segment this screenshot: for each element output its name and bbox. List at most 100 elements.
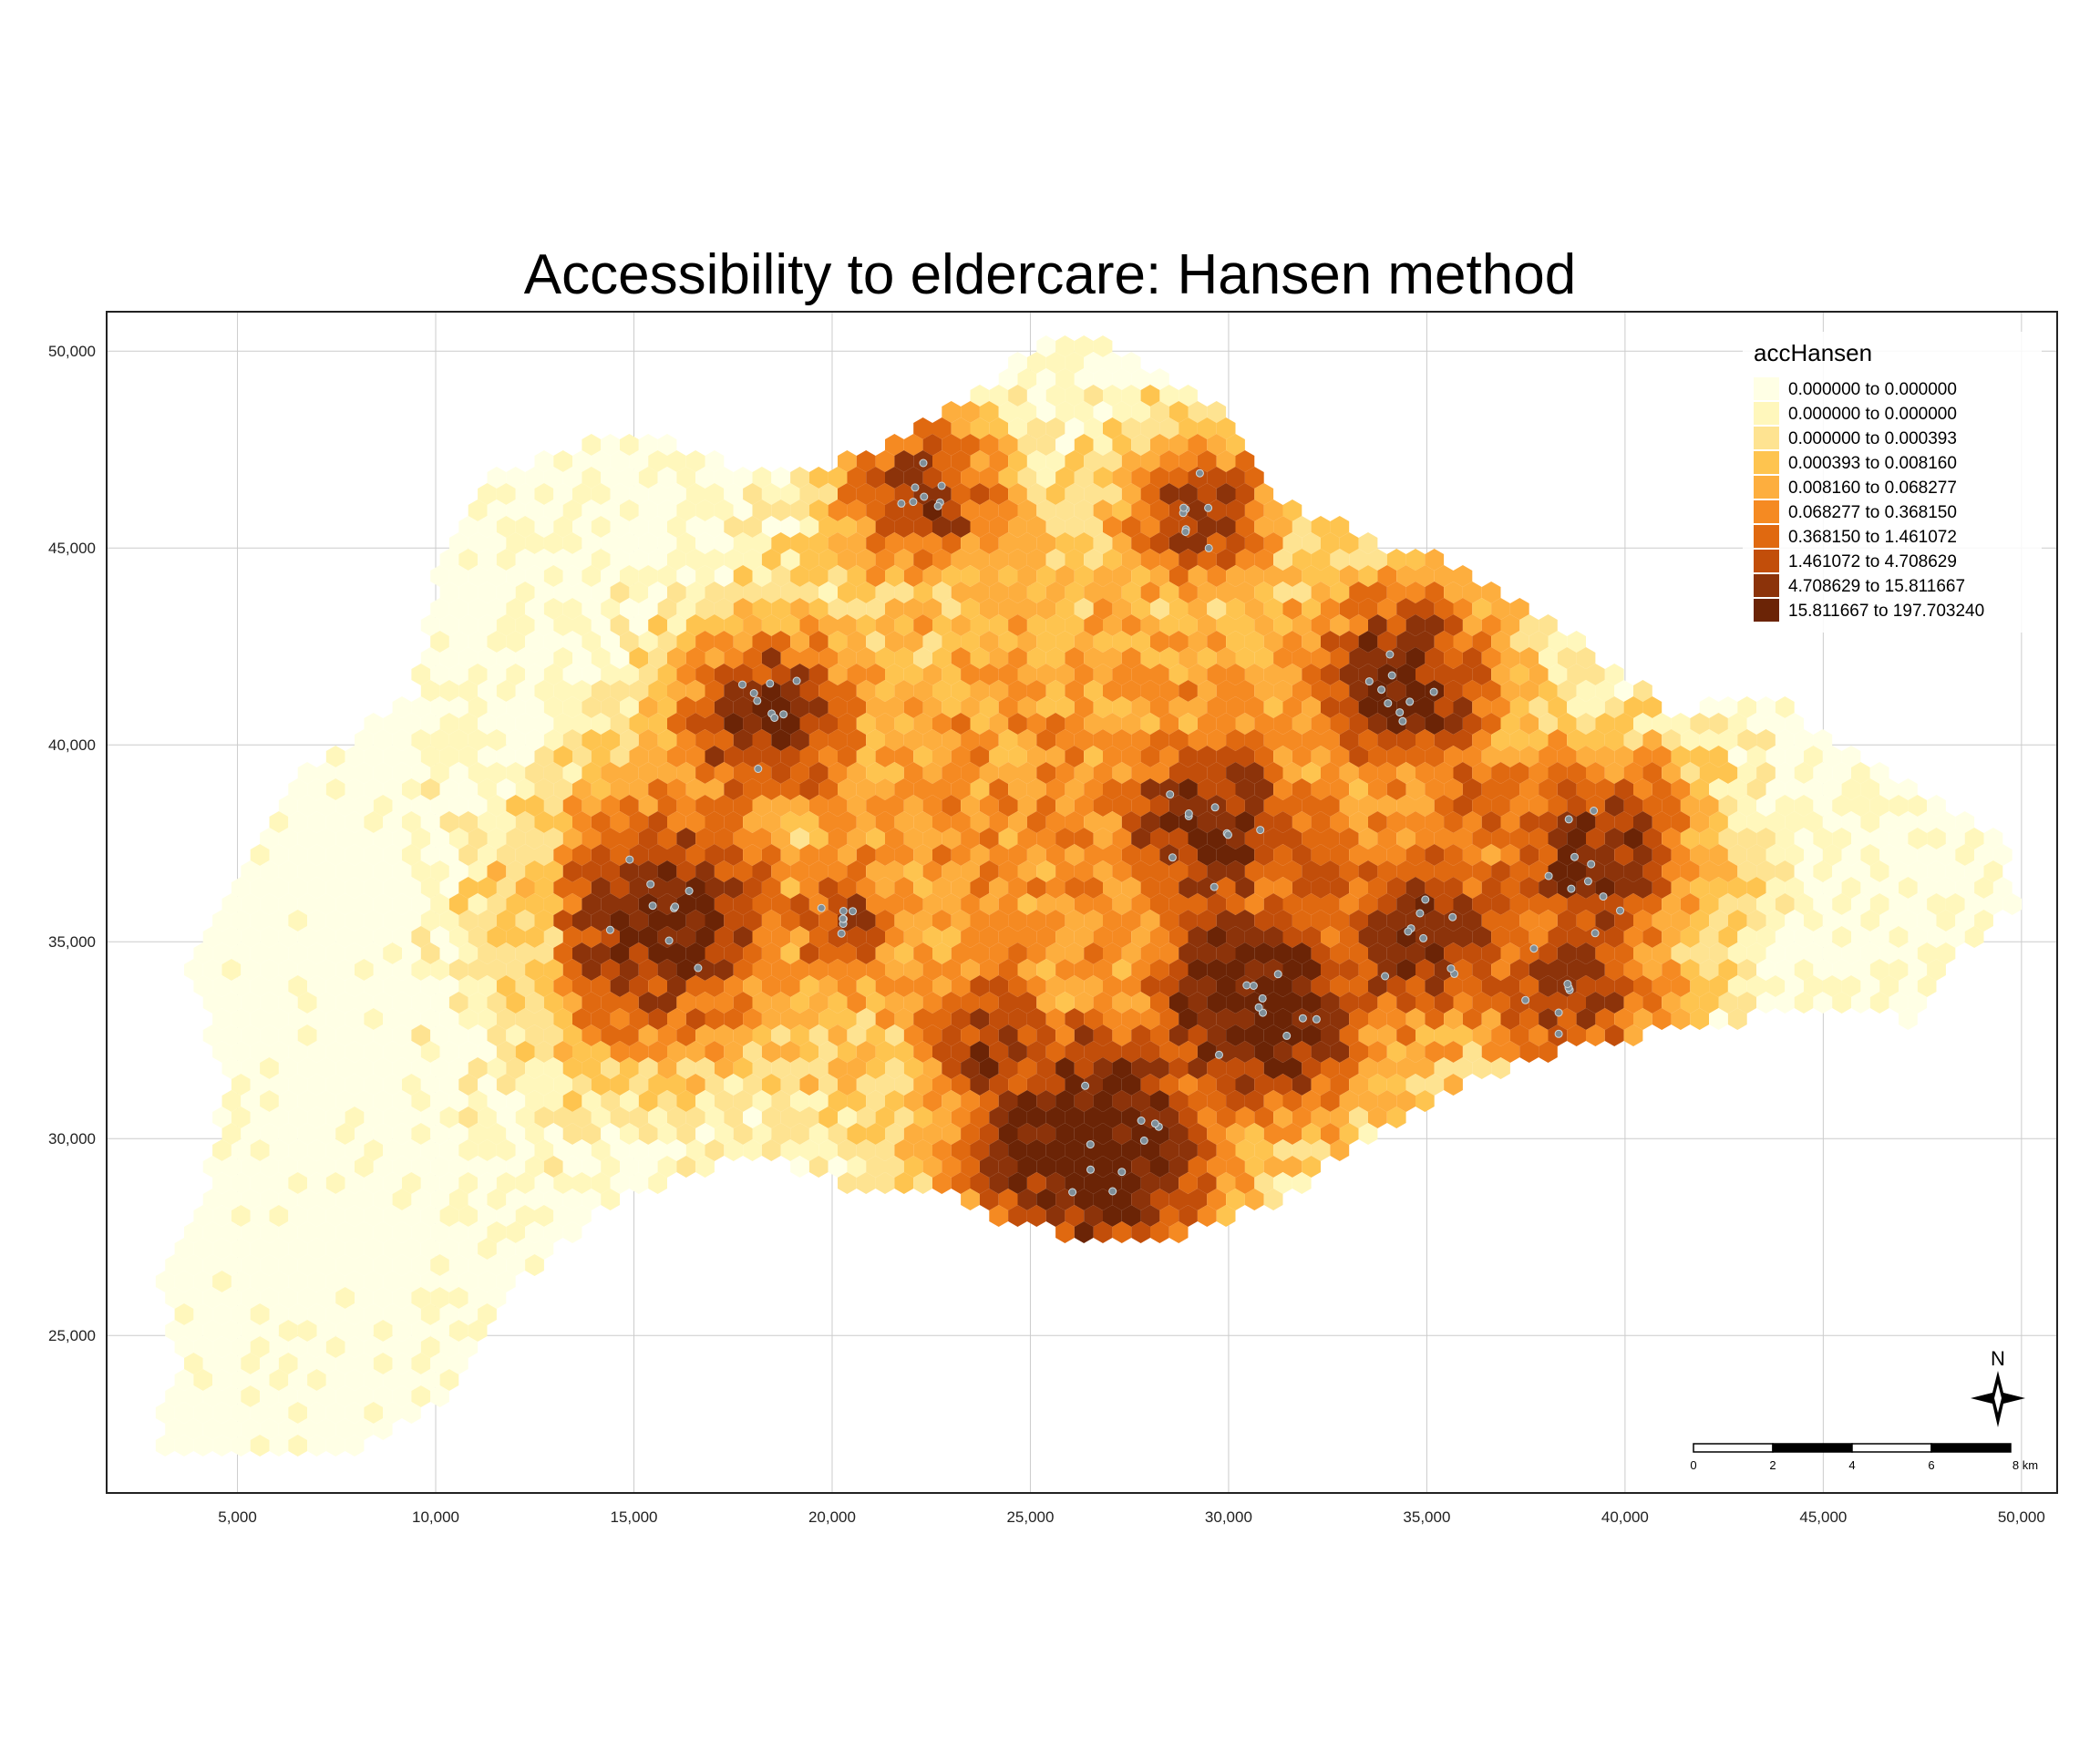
hex-cell	[582, 729, 602, 751]
hex-cell	[1036, 1123, 1056, 1145]
hex-cell	[1339, 795, 1359, 817]
hex-cell	[448, 565, 468, 587]
hex-cell	[1368, 877, 1387, 899]
hex-cell	[496, 680, 516, 702]
hex-cell	[1652, 713, 1672, 735]
hex-cell	[364, 942, 384, 964]
hex-cell	[1889, 992, 1909, 1014]
hex-cell	[1415, 664, 1435, 685]
hex-cell	[1197, 811, 1217, 833]
hex-cell	[193, 1205, 213, 1227]
hex-cell	[1567, 959, 1586, 981]
hex-cell	[1112, 664, 1132, 685]
hex-cell	[961, 729, 980, 751]
eldercare-point	[1179, 503, 1189, 512]
hex-cell	[1026, 778, 1046, 800]
hex-cell	[1330, 549, 1350, 571]
hex-cell	[808, 696, 829, 718]
eldercare-point	[1419, 933, 1428, 942]
hex-cell	[525, 893, 544, 915]
hex-cell	[297, 1123, 317, 1145]
hex-cell	[638, 1090, 658, 1112]
hex-cell	[1282, 828, 1302, 849]
hex-cell	[430, 860, 449, 882]
hex-cell	[913, 713, 932, 735]
hex-cell	[1964, 926, 1984, 948]
hex-cell	[903, 959, 923, 981]
hex-cell	[838, 1074, 857, 1096]
hex-cell	[231, 1271, 251, 1292]
hex-cell	[241, 1156, 261, 1178]
hex-cell	[1197, 614, 1217, 636]
hex-cell	[1927, 893, 1946, 915]
hex-cell	[1386, 844, 1406, 866]
hex-cell	[610, 844, 630, 866]
hex-cell	[961, 1123, 980, 1145]
hex-cell	[685, 483, 705, 505]
hex-cell	[667, 811, 686, 833]
hex-cell	[1179, 680, 1198, 702]
hex-cell	[799, 647, 819, 669]
hex-cell	[316, 1254, 336, 1276]
hex-cell	[1804, 844, 1823, 866]
hex-cell	[269, 910, 289, 932]
hex-cell	[1254, 1139, 1274, 1161]
hex-cell	[1008, 417, 1027, 439]
hex-cell	[1084, 680, 1103, 702]
hex-cell	[1396, 762, 1415, 784]
hex-cell	[260, 828, 279, 849]
hex-cell	[1832, 959, 1851, 981]
hex-cell	[591, 1139, 611, 1161]
hex-cell	[231, 910, 251, 932]
hex-cell	[1746, 713, 1766, 735]
hex-cell	[761, 975, 781, 997]
hex-cell	[1140, 844, 1160, 866]
hex-cell	[1737, 729, 1757, 751]
hex-cell	[771, 467, 791, 489]
hex-cell	[1425, 811, 1445, 833]
hex-cell	[1377, 1024, 1397, 1046]
hex-cell	[184, 1385, 203, 1407]
hex-cell	[335, 1385, 355, 1407]
hex-cell	[1339, 893, 1359, 915]
hex-cell	[808, 828, 829, 849]
hex-cell	[1434, 729, 1454, 751]
hex-cell	[1017, 401, 1037, 423]
hex-cell	[1405, 975, 1426, 997]
hex-cell	[1103, 811, 1122, 833]
hex-cell	[1462, 778, 1482, 800]
hex-cell	[1131, 762, 1150, 784]
hex-cell	[1765, 910, 1786, 932]
hex-cell	[392, 926, 412, 948]
hex-cell	[866, 1123, 885, 1145]
hex-cell	[1349, 778, 1368, 800]
hex-cell	[1235, 1041, 1255, 1063]
hex-cell	[202, 1320, 222, 1342]
hex-cell	[487, 499, 507, 521]
hex-cell	[761, 614, 781, 636]
hex-cell	[1405, 746, 1426, 767]
hex-cell	[241, 1254, 261, 1276]
hex-cell	[1121, 549, 1141, 571]
hex-cell	[1604, 1024, 1624, 1046]
hex-cell	[1509, 959, 1529, 981]
hex-cell	[1263, 1024, 1283, 1046]
hex-cell	[1339, 1123, 1359, 1145]
hex-cell	[345, 844, 365, 866]
hex-cell	[1045, 1041, 1065, 1063]
hex-cell	[307, 1139, 326, 1161]
hex-cell	[1017, 860, 1037, 882]
hex-cell	[1140, 417, 1160, 439]
hex-cell	[1917, 975, 1937, 997]
hex-cell	[448, 696, 468, 718]
hex-cell	[1207, 401, 1227, 423]
hex-cell	[345, 811, 365, 833]
eldercare-point	[694, 963, 703, 973]
hex-cell	[572, 1107, 592, 1128]
hex-cell	[288, 1139, 308, 1161]
hex-cell	[1680, 762, 1700, 784]
hex-cell	[989, 450, 1009, 472]
hex-cell	[373, 1057, 393, 1079]
hex-cell	[402, 1271, 421, 1292]
hex-cell	[1311, 844, 1331, 866]
